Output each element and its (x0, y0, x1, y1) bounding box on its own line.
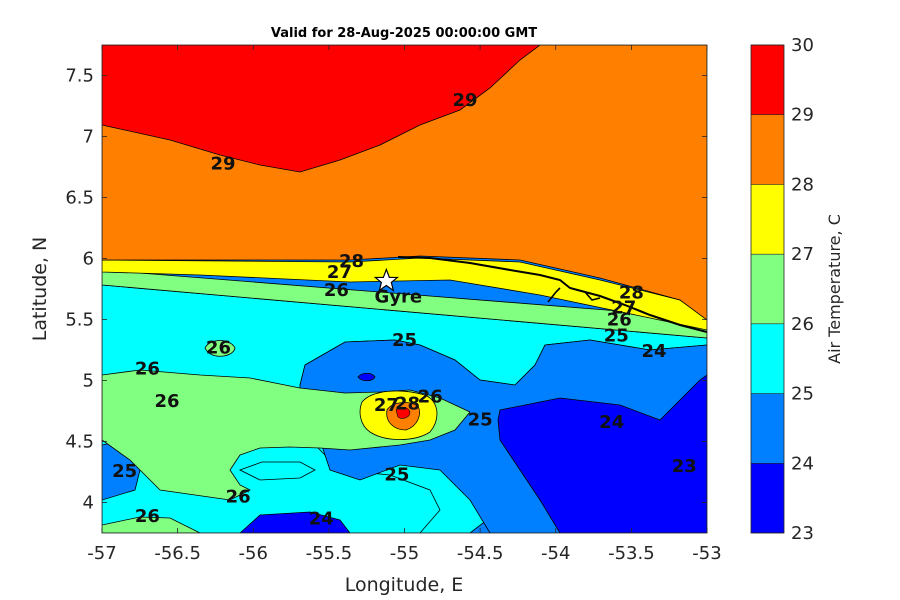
colorbar-tick-label: 24 (791, 453, 814, 474)
field-27-28-band (102, 257, 707, 331)
contour-label: 23 (672, 456, 697, 477)
colorbar-frame (750, 44, 785, 534)
contour-label: 24 (642, 341, 667, 362)
contour-label: 26 (155, 391, 180, 412)
x-tick-label: -54.5 (457, 543, 504, 564)
contour-label: 27 (374, 395, 399, 416)
contour-label: 25 (112, 461, 137, 482)
contour-label: 25 (604, 325, 629, 346)
colorbar-swatch (751, 393, 784, 464)
contour-label: 28 (339, 251, 364, 272)
x-tick-label: -54 (541, 543, 570, 564)
field-26-27-band (102, 269, 707, 339)
coastline-inlet (547, 287, 601, 303)
contour-label: 26 (135, 358, 160, 379)
contour-label: 27 (611, 297, 636, 318)
colorbar-tick-label: 29 (791, 105, 814, 126)
contour-label: 25 (384, 464, 409, 485)
x-axis-ticks: -57 -56.5 -56 -55.5 -55 -54.5 -54 -53.5 -53 (87, 45, 722, 564)
colorbar-swatch (751, 323, 784, 394)
contour-label: 26 (206, 338, 231, 359)
field-23-24-east (497, 374, 707, 533)
contour-label: 26 (226, 486, 251, 507)
field-23-24-spot (357, 372, 376, 382)
x-axis-label: Longitude, E (345, 574, 464, 596)
colorbar-tick-label: 25 (791, 384, 814, 405)
colorbar-swatch (751, 463, 784, 533)
contour-label: 26 (324, 280, 349, 301)
colorbar-tick-label: 26 (791, 314, 814, 335)
colorbar-label: Air Temperature, C (825, 214, 844, 364)
y-tick-label: 6.5 (65, 188, 94, 209)
y-tick-label: 4.5 (65, 432, 94, 453)
x-tick-label: -55.5 (306, 543, 353, 564)
contour-label: 25 (468, 410, 493, 431)
contour-label: 26 (135, 506, 160, 527)
site-label: Gyre (375, 286, 423, 307)
contour-label: 27 (327, 262, 352, 283)
contour-label: 29 (210, 153, 235, 174)
x-tick-label: -53 (692, 543, 721, 564)
contour-label: 29 (452, 90, 477, 111)
field-25-26-hole (238, 461, 316, 481)
chart-title: Valid for 28-Aug-2025 00:00:00 GMT (271, 26, 537, 41)
colorbar: 23 24 25 26 27 28 29 30 (751, 35, 814, 544)
contour-label: 28 (395, 394, 420, 415)
contour-label: 28 (619, 283, 644, 304)
contour-label: 24 (599, 412, 624, 433)
y-tick-label: 5.5 (65, 310, 94, 331)
field-26-27-south (102, 516, 201, 533)
contour-label: 26 (607, 310, 632, 331)
colorbar-tick-label: 28 (791, 174, 814, 195)
colorbar-tick-label: 30 (791, 35, 814, 56)
contour-label: 25 (392, 330, 417, 351)
field-26-27-islet (204, 340, 236, 357)
contour-label: 26 (418, 386, 443, 407)
plot-area (102, 45, 707, 533)
colorbar-swatch (751, 114, 784, 185)
colorbar-swatch (751, 254, 784, 324)
colorbar-swatch (751, 184, 784, 255)
colorbar-tick-label: 23 (791, 523, 814, 544)
y-tick-label: 5 (83, 371, 94, 392)
field-23-24-south (239, 511, 351, 533)
star-icon (373, 267, 400, 292)
y-axis-label: Latitude, N (29, 237, 51, 342)
coastline (397, 256, 707, 333)
site-marker: Gyre (373, 267, 423, 307)
colorbar-swatch (751, 45, 784, 115)
y-tick-label: 6 (83, 249, 94, 270)
x-tick-label: -56 (239, 543, 268, 564)
x-tick-label: -55 (390, 543, 419, 564)
x-tick-label: -56.5 (154, 543, 201, 564)
y-tick-label: 7.5 (65, 66, 94, 87)
contour-label: 24 (309, 508, 334, 529)
field-29-30-core (395, 406, 411, 419)
x-tick-label: -53.5 (608, 543, 655, 564)
field-29-30-north (102, 45, 541, 173)
y-tick-label: 4 (83, 493, 94, 514)
x-tick-label: -57 (87, 543, 116, 564)
y-tick-label: 7 (83, 127, 94, 148)
colorbar-tick-label: 27 (791, 244, 814, 265)
y-axis-ticks: 4 4.5 5 5.5 6 6.5 7 7.5 (65, 66, 707, 514)
